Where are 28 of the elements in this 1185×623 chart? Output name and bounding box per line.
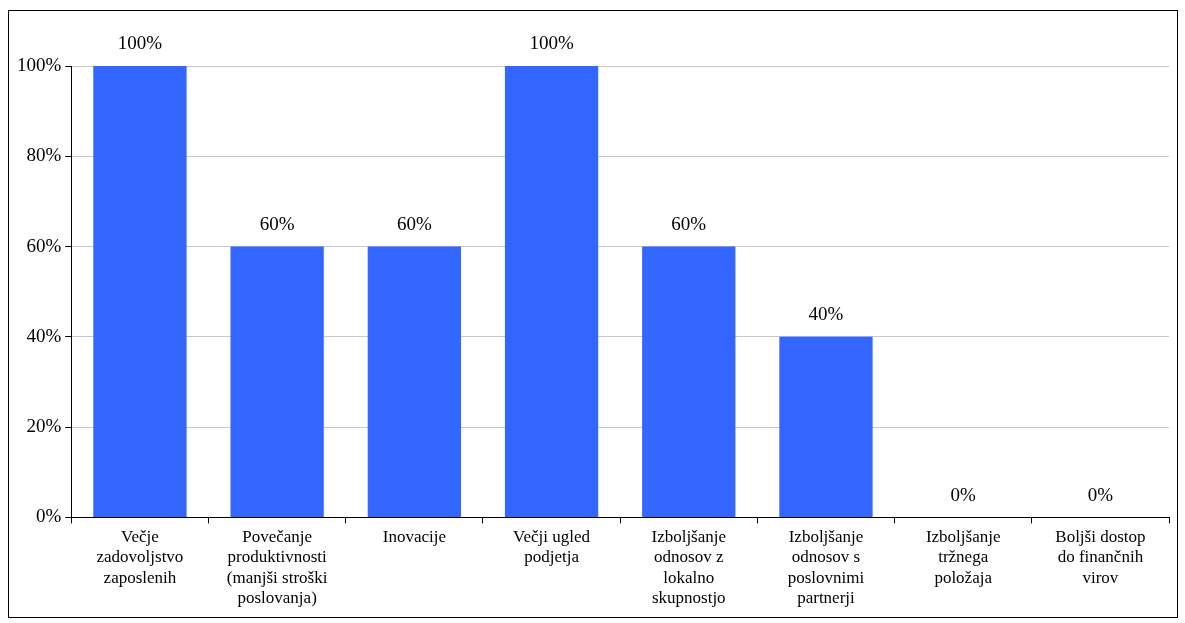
bar bbox=[642, 246, 736, 517]
bar bbox=[779, 336, 873, 517]
x-tick-label: Večji ugled podjetja bbox=[513, 527, 591, 567]
x-tick-label: Boljši dostop do finančnih virov bbox=[1055, 527, 1146, 587]
y-tick-label: 20% bbox=[26, 415, 62, 437]
x-tick-label: Izboljšanje odnosov z lokalno skupnostjo bbox=[651, 527, 727, 608]
bar bbox=[93, 66, 187, 517]
y-tick-label: 80% bbox=[26, 144, 62, 166]
data-label: 60% bbox=[671, 213, 707, 235]
data-label: 100% bbox=[529, 32, 574, 54]
bar bbox=[367, 246, 461, 517]
data-label: 60% bbox=[396, 213, 432, 235]
data-label: 0% bbox=[1087, 483, 1114, 505]
y-tick-label: 40% bbox=[26, 324, 62, 346]
data-label: 40% bbox=[808, 303, 844, 325]
data-label: 60% bbox=[259, 213, 295, 235]
data-label: 0% bbox=[950, 483, 977, 505]
x-tick-label: Izboljšanje tržnega položaja bbox=[925, 527, 1001, 587]
y-tick-label: 100% bbox=[17, 53, 62, 75]
y-tick-label: 0% bbox=[36, 505, 62, 527]
y-tick-label: 60% bbox=[26, 234, 62, 256]
x-tick-label: Inovacije bbox=[382, 527, 446, 547]
x-tick-label: Povečanje produktivnosti (manjši stroški poslovanja) bbox=[226, 527, 328, 608]
x-tick-label: Izboljšanje odnosov s poslovnimi partnerji bbox=[787, 527, 865, 608]
data-label: 100% bbox=[117, 32, 163, 54]
bar bbox=[230, 246, 324, 517]
bar bbox=[504, 66, 599, 517]
x-tick-label: Večje zadovoljstvo zaposlenih bbox=[96, 527, 184, 587]
